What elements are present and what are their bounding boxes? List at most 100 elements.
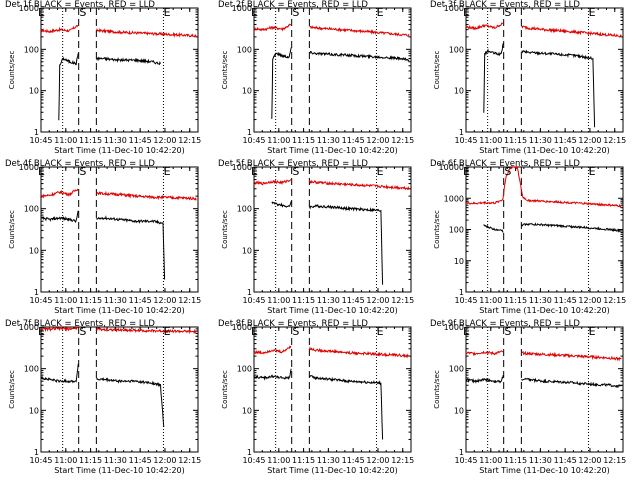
plot-frame — [40, 166, 199, 293]
y-tick-label: 100 — [449, 226, 464, 235]
marker-label: E — [377, 6, 384, 19]
y-tick-label: 10 — [242, 246, 252, 255]
marker-label: E — [589, 325, 596, 338]
x-tick-label: 11:15 — [504, 296, 527, 305]
marker-label: S — [504, 6, 511, 19]
x-tick-label: 10:45 — [454, 296, 477, 305]
y-tick-label: 1 — [247, 128, 252, 137]
panel-title: Det 6f BLACK = Events, RED = LLD — [430, 159, 580, 169]
x-tick-label: 10:45 — [242, 296, 265, 305]
y-tick-label: 100 — [449, 365, 464, 374]
y-tick-label: 1 — [247, 288, 252, 297]
x-tick-label: 11:00 — [479, 296, 502, 305]
y-tick-label: 1000 — [19, 4, 39, 13]
y-axis-label: Counts/sec — [221, 370, 229, 409]
panel-5: Det 5f BLACK = Events, RED = LLD 10:45 11:… — [218, 159, 414, 315]
x-tick-label: 12:15 — [178, 456, 201, 465]
plot-frame — [465, 7, 624, 133]
y-tick-label: 1 — [247, 448, 252, 457]
plot-frame — [253, 326, 412, 453]
y-tick-label: 10 — [242, 406, 252, 415]
events-series-line — [58, 53, 79, 121]
lld-series-line — [253, 345, 292, 355]
y-tick-label: 100 — [237, 205, 252, 214]
x-tick-label: 11:45 — [129, 456, 152, 465]
y-tick-label: 1 — [34, 128, 39, 137]
y-tick-label: 10 — [454, 87, 464, 96]
y-axis-label: Counts/sec — [221, 210, 229, 249]
x-tick-label: 11:45 — [129, 136, 152, 145]
events-series-line — [521, 49, 596, 128]
marker-label: S — [79, 325, 86, 338]
y-axis-label: Counts/sec — [221, 51, 229, 90]
x-tick-label: 11:00 — [267, 456, 290, 465]
y-tick-label: 1000 — [232, 4, 252, 13]
events-series-line — [253, 368, 292, 381]
x-tick-label: 11:15 — [79, 456, 102, 465]
marker-label: E — [251, 325, 258, 338]
x-tick-label: 12:15 — [603, 296, 626, 305]
panel-title: Det 7f BLACK = Events, RED = LLD — [5, 319, 155, 329]
y-tick-label: 1 — [34, 288, 39, 297]
y-tick-label: 1000 — [232, 163, 252, 172]
y-tick-label: 1000 — [19, 323, 39, 332]
plot-frame — [253, 7, 412, 133]
x-tick-label: 11:00 — [54, 456, 77, 465]
events-series-line — [271, 47, 292, 119]
x-tick-label: 11:00 — [267, 296, 290, 305]
x-axis-label: Start Time (11-Dec-10 10:42:20) — [54, 306, 185, 315]
lld-series-line — [40, 188, 79, 199]
marker-label: E — [38, 165, 45, 178]
y-tick-label: 1000 — [444, 4, 464, 13]
plot-frame — [253, 166, 412, 293]
plot-frame — [465, 326, 624, 453]
lld-series-line — [96, 28, 197, 38]
marker-label: E — [463, 165, 470, 178]
lld-series-line — [521, 25, 622, 38]
panel-title: Det 3f BLACK = Events, RED = LLD — [430, 0, 580, 10]
y-axis-label: Counts/sec — [433, 370, 441, 409]
plot-frame — [40, 7, 199, 133]
y-tick-label: 10 — [454, 406, 464, 415]
x-tick-label: 12:00 — [153, 296, 176, 305]
panel-title: Det 5f BLACK = Events, RED = LLD — [218, 159, 368, 169]
marker-label: E — [38, 6, 45, 19]
events-series-line — [309, 375, 384, 440]
events-series-line — [40, 210, 79, 224]
lld-series-line — [465, 22, 504, 31]
lld-series-line — [309, 25, 410, 37]
x-tick-label: 12:15 — [178, 296, 201, 305]
lld-series-line — [95, 326, 197, 335]
marker-label: E — [377, 325, 384, 338]
x-tick-label: 11:00 — [479, 136, 502, 145]
marker-label: S — [504, 165, 511, 178]
lld-series-line — [253, 23, 292, 32]
y-tick-label: 100 — [24, 45, 39, 54]
y-axis-label: Counts/sec — [433, 210, 441, 249]
events-series-line — [465, 375, 504, 384]
marker-label: S — [504, 325, 511, 338]
y-tick-label: 1000 — [19, 163, 39, 172]
y-tick-label: 1000 — [444, 194, 464, 203]
y-tick-label: 10 — [29, 246, 39, 255]
x-tick-label: 11:45 — [554, 456, 577, 465]
events-series-line — [309, 50, 410, 62]
events-series-line — [521, 222, 622, 233]
x-tick-label: 12:15 — [178, 136, 201, 145]
y-tick-label: 1 — [459, 128, 464, 137]
marker-label: S — [292, 325, 299, 338]
y-tick-label: 100 — [449, 45, 464, 54]
x-tick-label: 11:00 — [479, 456, 502, 465]
x-tick-label: 12:15 — [391, 136, 414, 145]
x-tick-label: 12:00 — [366, 456, 389, 465]
x-tick-label: 11:45 — [554, 296, 577, 305]
x-tick-label: 12:00 — [578, 456, 601, 465]
x-axis-label: Start Time (11-Dec-10 10:42:20) — [479, 306, 610, 315]
marker-label: E — [38, 325, 45, 338]
x-tick-label: 12:00 — [366, 296, 389, 305]
y-tick-label: 100 — [24, 205, 39, 214]
